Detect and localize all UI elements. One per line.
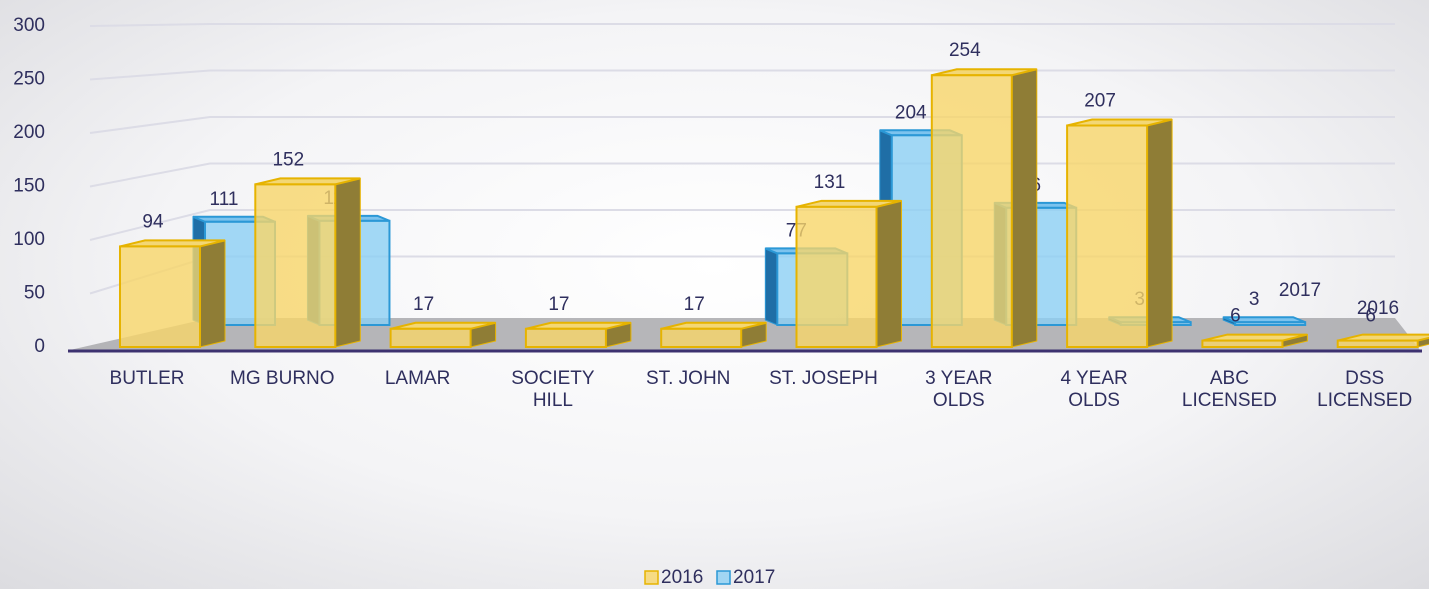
value-label: 207 <box>1084 91 1116 112</box>
legend-swatch <box>644 570 659 585</box>
bar-2016 <box>660 327 743 348</box>
x-tick-label: ST. JOSEPH <box>769 368 878 389</box>
grid-line <box>89 69 1395 81</box>
y-tick-label: 50 <box>24 283 45 304</box>
x-tick-label: ABC LICENSED <box>1181 368 1277 411</box>
value-label: 111 <box>210 189 239 210</box>
series-axis-label: 2017 <box>1279 280 1321 301</box>
bar-2016-side <box>334 177 361 348</box>
value-label: 94 <box>142 211 164 232</box>
bar-2016-side <box>1011 68 1038 348</box>
bar-2016 <box>119 245 201 348</box>
bar-2016-side <box>876 200 902 348</box>
bar-2017 <box>1234 321 1307 326</box>
x-tick-label: 3 YEAR OLDS <box>925 368 993 411</box>
x-tick-label: SOCIETY HILL <box>511 368 595 411</box>
y-tick-label: 250 <box>13 69 45 90</box>
value-label: 17 <box>548 294 569 315</box>
legend-label: 2017 <box>733 567 775 588</box>
value-label: 254 <box>949 40 981 61</box>
bar-2016 <box>389 327 472 348</box>
y-tick-label: 200 <box>13 122 45 143</box>
x-tick-label: 4 YEAR OLDS <box>1060 368 1128 411</box>
y-tick-label: 0 <box>34 336 45 357</box>
bar-2016 <box>930 74 1013 348</box>
grid-line <box>89 116 1395 134</box>
value-label: 17 <box>684 294 705 315</box>
value-label: 17 <box>413 294 434 315</box>
y-tick-label: 300 <box>13 15 45 36</box>
grid-line <box>89 23 1395 27</box>
x-tick-label: MG BURNO <box>230 368 335 389</box>
x-tick-label: DSS LICENSED <box>1317 368 1413 411</box>
bar-2016-side <box>199 239 226 348</box>
x-tick-label: ST. JOHN <box>645 368 731 389</box>
bar-2017-side <box>764 247 778 326</box>
legend-label: 2016 <box>661 567 703 588</box>
bar-2016 <box>524 327 607 348</box>
series-axis-label: 2016 <box>1357 298 1399 319</box>
value-label: 6 <box>1230 306 1241 327</box>
bar-2016 <box>1201 339 1284 348</box>
value-label: 6 <box>1365 306 1376 327</box>
bar-2016-side <box>1146 118 1173 348</box>
value-label: 204 <box>895 102 927 123</box>
bar-2016 <box>1066 124 1149 349</box>
bar-2016 <box>795 205 878 348</box>
bar-2016 <box>254 183 337 348</box>
value-label: 131 <box>814 172 846 193</box>
y-tick-label: 150 <box>13 176 45 197</box>
legend-swatch <box>716 570 731 585</box>
x-tick-label: LAMAR <box>384 368 451 389</box>
value-label: 152 <box>272 149 304 170</box>
x-tick-label: BUTLER <box>109 368 185 389</box>
bar-2016 <box>1336 339 1419 348</box>
value-label: 3 <box>1249 289 1260 310</box>
y-tick-label: 100 <box>13 229 45 250</box>
